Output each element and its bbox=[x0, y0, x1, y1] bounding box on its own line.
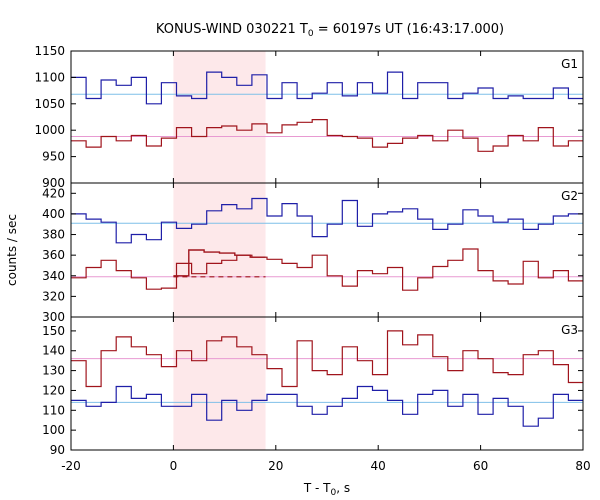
panel-label-g2: G2 bbox=[561, 189, 578, 203]
y-axis-label: counts / sec bbox=[5, 214, 19, 286]
y-tick-label: 320 bbox=[42, 289, 65, 303]
x-tick-label: 40 bbox=[371, 459, 386, 473]
x-tick-label: 60 bbox=[473, 459, 488, 473]
panel-g2: 300 320 340 360 380 400 420 G2 bbox=[42, 182, 584, 324]
y-tick-label: 120 bbox=[42, 383, 65, 397]
step-series-g2-blue bbox=[71, 197, 583, 244]
step-series-g3-blue bbox=[71, 385, 583, 427]
x-tick-label: 20 bbox=[268, 459, 283, 473]
panel-g3: 90 100 110 120 130 140 150 G3 bbox=[42, 316, 584, 457]
y-tick-label: 380 bbox=[42, 228, 65, 242]
y-tick-label: 110 bbox=[42, 403, 65, 417]
step-series-g1-red bbox=[71, 119, 583, 152]
y-tick-label: 1050 bbox=[34, 97, 65, 111]
y-tick-label: 340 bbox=[42, 269, 65, 283]
y-tick-label: 140 bbox=[42, 344, 65, 358]
y-tick-label: 950 bbox=[42, 150, 65, 164]
panel-label-g1: G1 bbox=[561, 57, 578, 71]
x-tick-label: 0 bbox=[170, 459, 178, 473]
y-tick-label: 360 bbox=[42, 248, 65, 262]
y-tick-label: 420 bbox=[42, 186, 65, 200]
y-tick-label: 1150 bbox=[34, 44, 65, 58]
y-tick-label: 900 bbox=[42, 176, 65, 190]
x-tick-label: -20 bbox=[61, 459, 81, 473]
y-tick-label: 1000 bbox=[34, 123, 65, 137]
y-tick-label: 130 bbox=[42, 364, 65, 378]
panel-frame-g1 bbox=[70, 50, 584, 184]
step-series-mean-g2 bbox=[173, 249, 266, 277]
y-tick-label: 400 bbox=[42, 207, 65, 221]
y-tick-label: 300 bbox=[42, 310, 65, 324]
step-series-g1-blue bbox=[71, 71, 583, 105]
panel-label-g3: G3 bbox=[561, 323, 578, 337]
step-series-g3-red bbox=[71, 330, 583, 388]
step-series-g2-red bbox=[71, 248, 583, 291]
highlight-band bbox=[173, 51, 266, 450]
x-tick-label: 80 bbox=[575, 459, 590, 473]
chart-title: KONUS-WIND 030221 T0 = 60197s UT (16:43:… bbox=[156, 22, 504, 39]
panel-frame-g2 bbox=[70, 182, 584, 318]
panel-g1: 900 950 1000 1050 1100 1150 G1 bbox=[34, 44, 584, 190]
y-tick-label: 90 bbox=[50, 443, 65, 457]
y-tick-label: 100 bbox=[42, 423, 65, 437]
y-tick-label: 1100 bbox=[34, 70, 65, 84]
panels-group: 9009501000105011001150G13003203403603804… bbox=[34, 44, 590, 473]
y-tick-label: 150 bbox=[42, 324, 65, 338]
panel-frame-g3 bbox=[70, 316, 584, 451]
x-axis-label: T - T0, s bbox=[303, 481, 350, 498]
